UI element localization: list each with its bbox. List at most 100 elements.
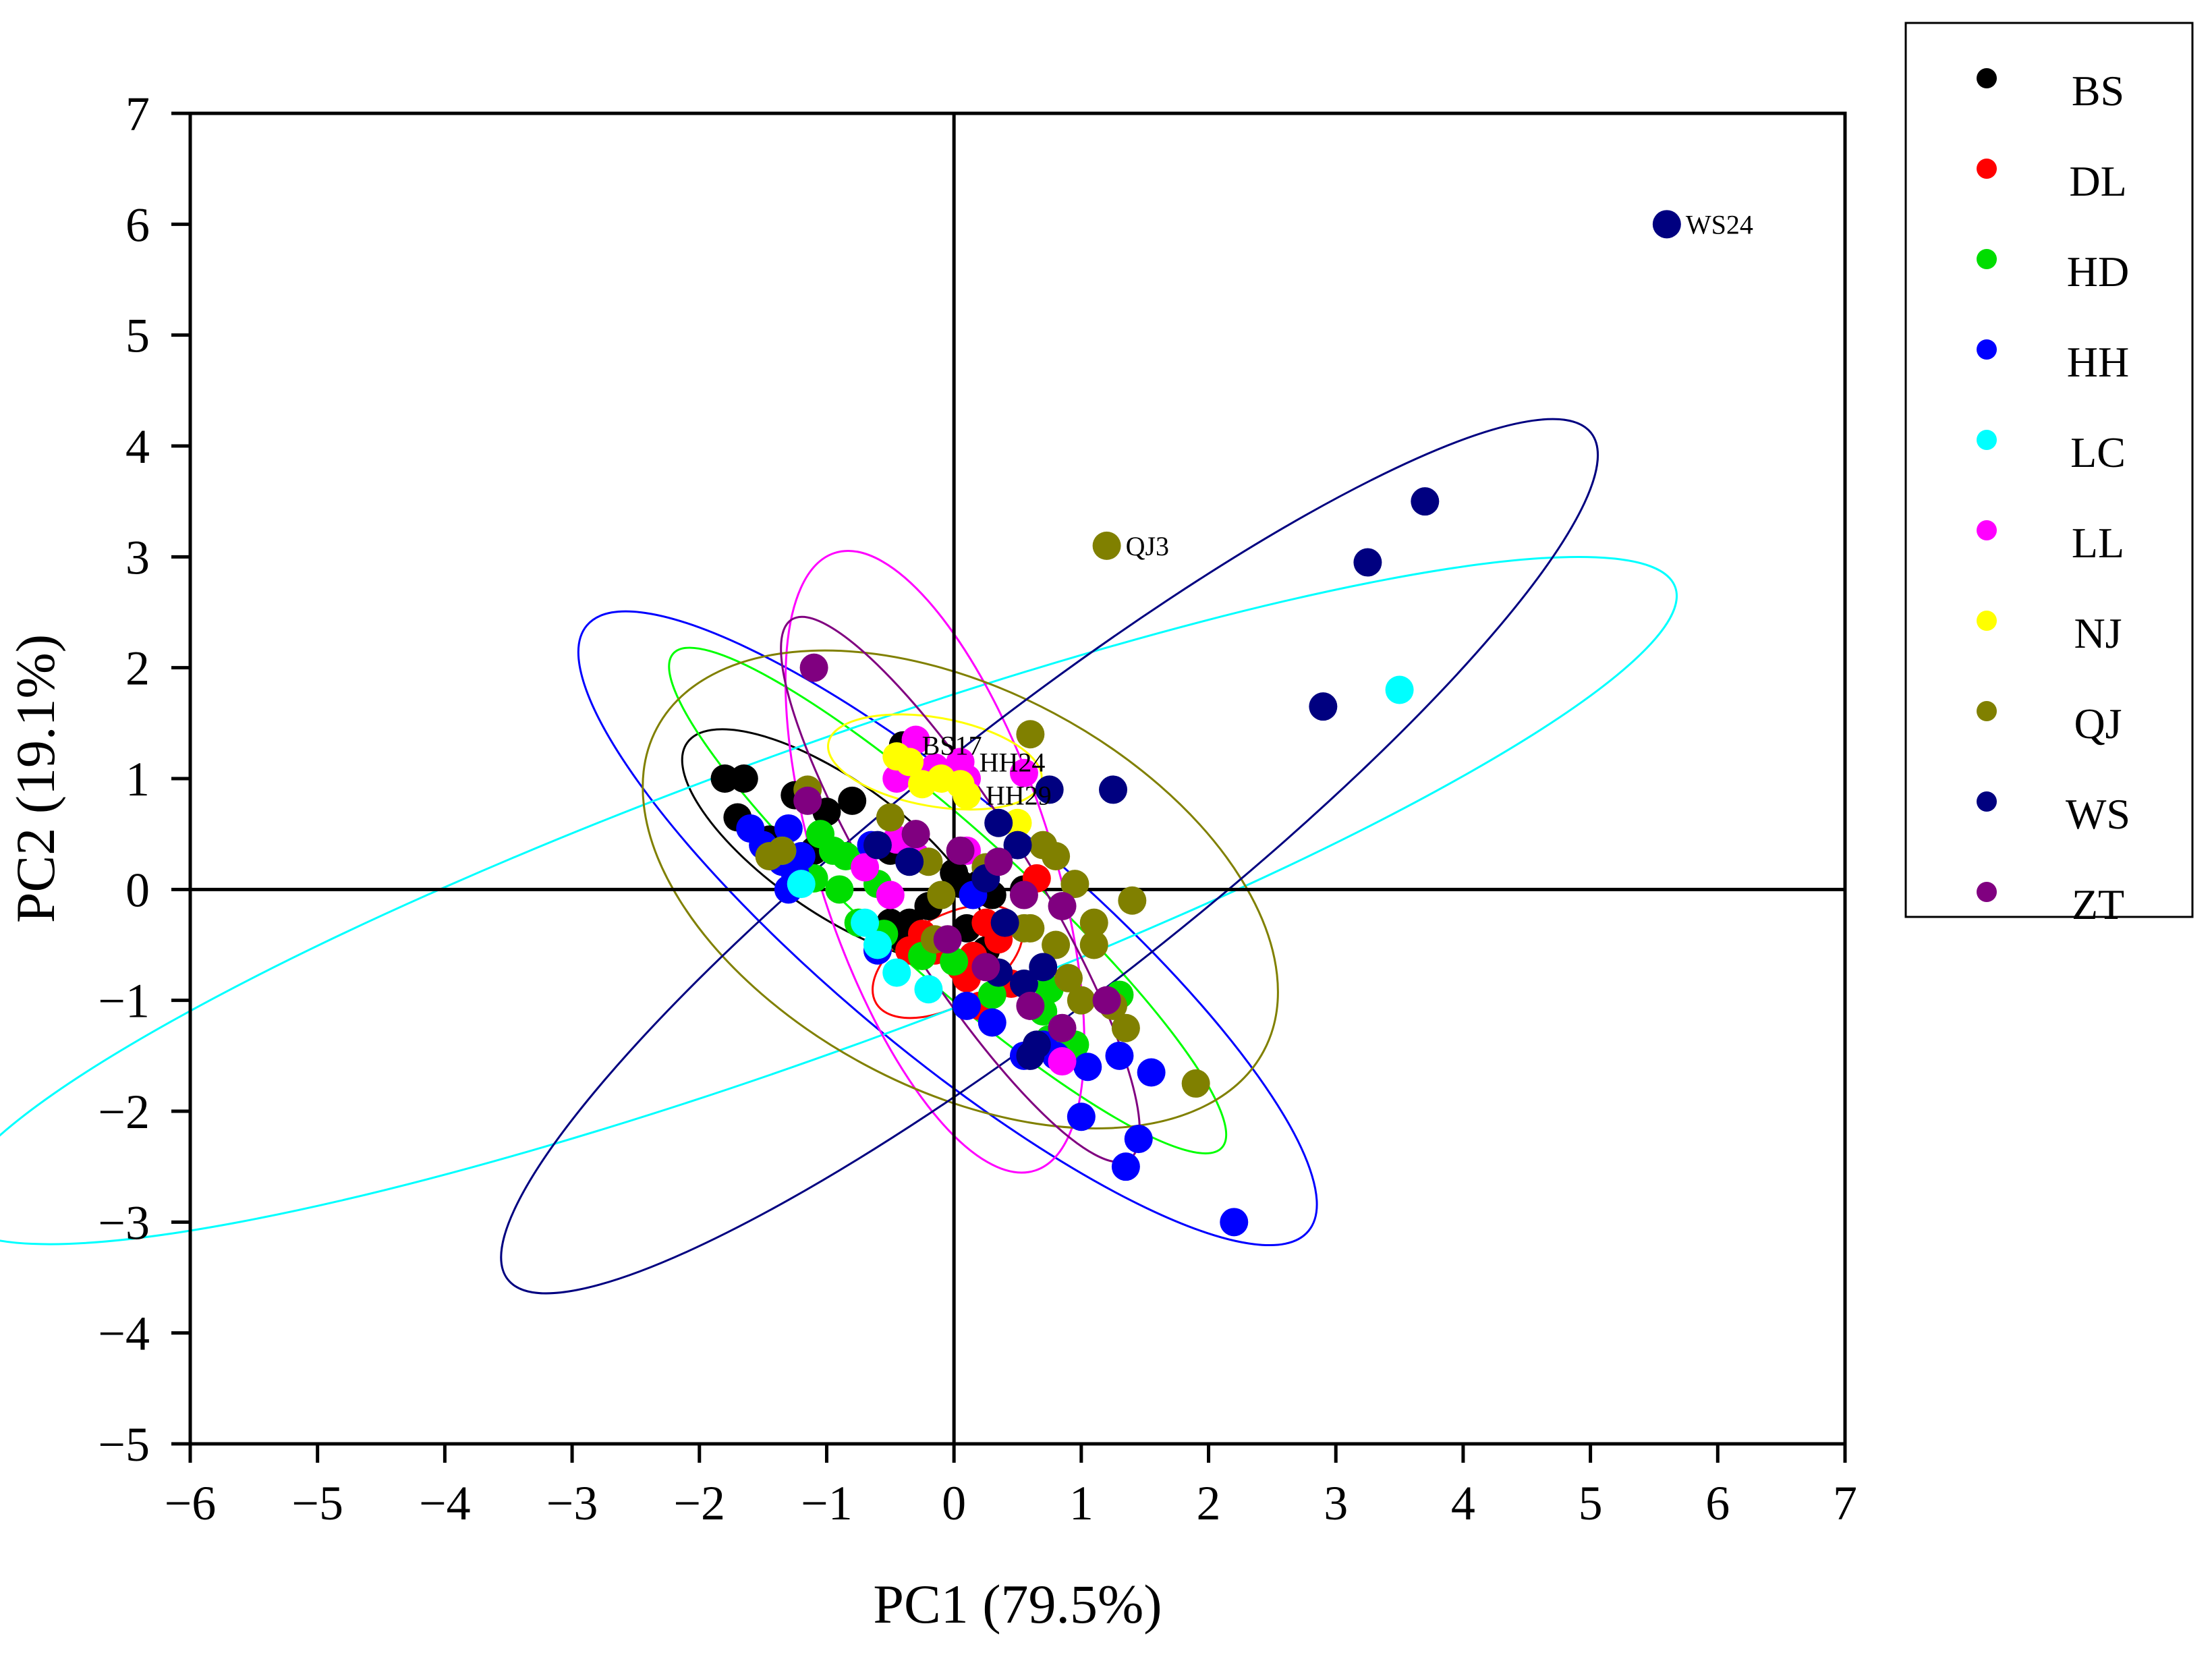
point-hh [1067, 1102, 1096, 1131]
x-tick-label: 1 [1069, 1476, 1094, 1530]
point-zt [1016, 991, 1045, 1020]
point-hh [1111, 1152, 1140, 1181]
point-qj [1079, 930, 1108, 959]
x-tick-label: −1 [801, 1476, 853, 1530]
y-axis-title: PC2 (19.1%) [5, 634, 66, 923]
y-tick-label: 0 [125, 863, 150, 917]
point-ws [895, 847, 924, 876]
point-ws [1099, 775, 1128, 804]
point-lc [1385, 675, 1414, 704]
annotation-ws24: WS24 [1686, 209, 1753, 240]
ellipse-ws [500, 418, 1599, 1295]
point-qj [1054, 963, 1083, 992]
point-hh [1124, 1125, 1153, 1154]
point-qj [1042, 930, 1071, 959]
point-qj [1111, 1013, 1140, 1042]
x-axis-title: PC1 (79.5%) [873, 1573, 1162, 1635]
point-zt [946, 836, 975, 865]
point-ll [1009, 758, 1038, 787]
point-ws [1411, 487, 1440, 516]
annotation-hh24: HH24 [980, 747, 1046, 777]
point-hh [1137, 1058, 1166, 1087]
legend-label-ll: LL [2072, 519, 2124, 567]
point-lc [914, 975, 943, 1004]
point-hh [1105, 1041, 1134, 1070]
point-lc [851, 908, 880, 937]
legend-items: BS DL HD HH LC LL NJ QJ WS ZT [1977, 67, 2130, 928]
x-tick-label: 2 [1197, 1476, 1221, 1530]
point-qj [1016, 914, 1045, 943]
point-ll [851, 853, 880, 882]
y-tick-label: 3 [125, 530, 150, 584]
legend-label-hh: HH [2067, 338, 2129, 386]
legend-label-ws: WS [2066, 790, 2130, 838]
point-qj [1042, 842, 1071, 871]
point-qj [768, 836, 797, 865]
point-qj [1060, 870, 1089, 899]
legend-marker-bs [1977, 68, 1997, 88]
x-tick-label: −2 [673, 1476, 725, 1530]
point-hd [977, 980, 1006, 1009]
point-hh [953, 991, 982, 1020]
axis-ticks: −6 −5 −4 −3 −2 −1 0 1 2 3 4 5 6 7 −5 −4 −3 −2 −1 0 1 2 3 4 5 6 7 [98, 87, 1857, 1530]
point-zt [1048, 891, 1077, 920]
x-tick-label: 3 [1324, 1476, 1348, 1530]
legend-marker-lc [1977, 430, 1997, 450]
x-tick-label: 4 [1451, 1476, 1475, 1530]
x-tick-label: 7 [1833, 1476, 1857, 1530]
point-lc [787, 870, 816, 899]
point-nj [907, 770, 936, 799]
x-tick-label: −6 [165, 1476, 217, 1530]
point-ws [990, 908, 1019, 937]
y-tick-label: 7 [125, 87, 150, 141]
y-tick-label: −4 [98, 1307, 150, 1361]
point-ws [984, 808, 1013, 837]
point-ll [901, 725, 930, 754]
x-tick-label: 6 [1705, 1476, 1730, 1530]
annotation-bs17: BS17 [922, 731, 982, 761]
legend-marker-zt [1977, 882, 1997, 902]
legend-marker-qj [1977, 701, 1997, 721]
point-hh [977, 1008, 1006, 1037]
point-hh [1220, 1208, 1249, 1237]
legend-label-qj: QJ [2074, 700, 2122, 748]
point-qj [927, 880, 956, 909]
y-tick-label: 2 [125, 642, 150, 696]
legend-marker-ll [1977, 520, 1997, 540]
point-zt [1092, 986, 1121, 1015]
point-ws [1003, 831, 1032, 860]
point-zt [971, 953, 1000, 982]
x-tick-label: −4 [419, 1476, 471, 1530]
legend-label-dl: DL [2069, 157, 2126, 205]
point-hd [825, 875, 854, 904]
point-qj [1079, 908, 1108, 937]
point-hd [940, 947, 969, 976]
point-nj [953, 781, 982, 810]
legend-label-zt: ZT [2072, 880, 2124, 928]
point-bs [838, 786, 867, 815]
point-zt [984, 847, 1013, 876]
point-zt [1009, 880, 1038, 909]
y-tick-label: −3 [98, 1196, 150, 1250]
x-tick-label: −3 [546, 1476, 598, 1530]
point-zt [933, 925, 962, 954]
legend-marker-hh [1977, 339, 1997, 360]
x-tick-label: 5 [1579, 1476, 1603, 1530]
point-nj [895, 748, 924, 777]
point-bs [729, 764, 758, 793]
y-tick-label: 6 [125, 198, 150, 252]
y-tick-label: 4 [125, 420, 150, 474]
legend-box [1904, 22, 2194, 918]
point-qj [1181, 1069, 1210, 1098]
legend: BS DL HD HH LC LL NJ QJ WS ZT [1904, 22, 2194, 928]
point-ll [1048, 1047, 1077, 1076]
legend-marker-ws [1977, 791, 1997, 812]
point-zt [793, 786, 822, 815]
point-zt [901, 820, 930, 849]
y-tick-label: 1 [125, 752, 150, 806]
point-zt [1048, 1013, 1077, 1042]
ellipse-ll [784, 550, 1085, 1174]
legend-label-lc: LC [2070, 428, 2126, 476]
ellipse-qj [642, 649, 1279, 1129]
